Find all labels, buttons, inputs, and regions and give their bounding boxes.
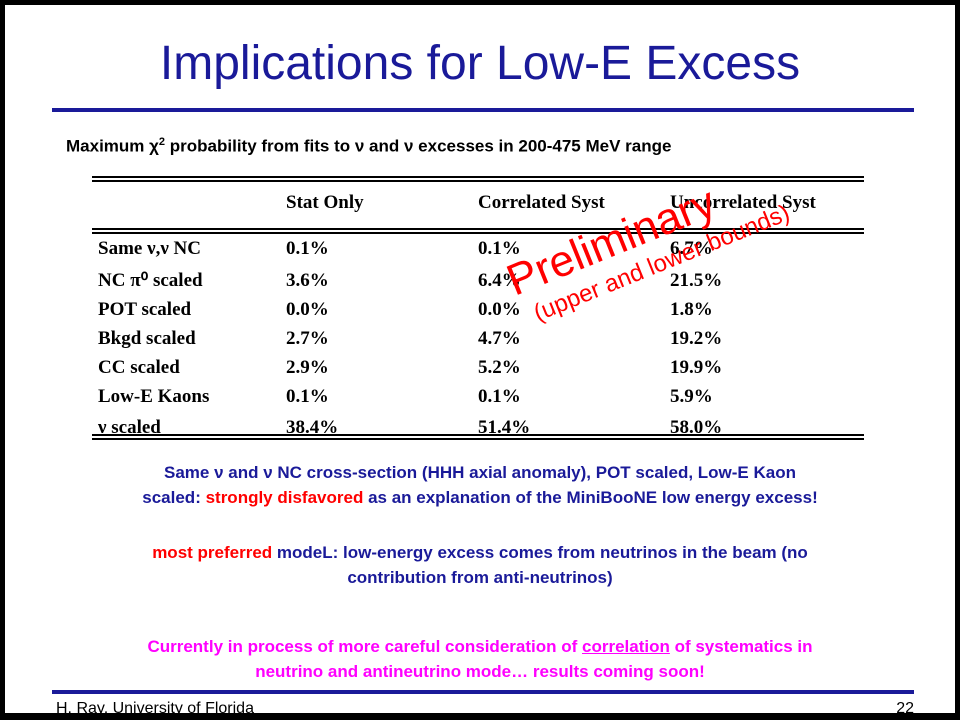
table-row: Bkgd scaled 2.7% 4.7% 19.2%	[92, 324, 864, 353]
table-top-rule	[92, 176, 864, 178]
status-line-2: neutrino and antineutrino mode… results …	[255, 662, 705, 681]
correlation-text: correlation	[582, 637, 670, 656]
status-paragraph: Currently in process of more careful con…	[40, 634, 920, 684]
stat-cell: 38.4%	[286, 417, 339, 438]
header-cell: Uncorrelated Syst	[670, 192, 816, 213]
caption-sup: 2	[158, 136, 166, 148]
status-post: of systematics in	[669, 637, 813, 656]
stat-cell: 3.6%	[286, 269, 329, 291]
uncorr-cell: 21.5%	[670, 269, 723, 291]
frame-bottom	[0, 713, 960, 720]
row-label: Bkgd scaled	[98, 327, 196, 349]
conclusion-post: as an explanation of the MiniBooNE low e…	[363, 488, 818, 507]
conclusion-line-1: Same ν and ν NC cross-section (HHH axial…	[163, 463, 796, 482]
probability-table: Stat Only Correlated Syst Uncorrelated S…	[92, 174, 864, 445]
table-row: Low-E Kaons 0.1% 0.1% 5.9%	[92, 382, 864, 411]
table-header-row: Stat Only Correlated Syst Uncorrelated S…	[92, 174, 864, 232]
preferred-post: modeL: low-energy excess comes from neut…	[272, 543, 808, 562]
corr-cell: 0.1%	[478, 238, 521, 259]
corr-cell: 4.7%	[478, 327, 521, 349]
footer-rule	[52, 690, 914, 694]
table-bottom-rule-2	[92, 438, 864, 440]
row-label: ν scaled	[98, 417, 161, 438]
table-header-rule-2	[92, 232, 864, 234]
conclusion-pre: scaled:	[142, 488, 206, 507]
status-pre: Currently in process of more careful con…	[147, 637, 582, 656]
corr-cell: 5.2%	[478, 356, 521, 378]
stat-cell: 0.1%	[286, 385, 329, 407]
disfavored-text: strongly disfavored	[205, 488, 364, 507]
table-caption: Maximum χ2 probability from fits to ν an…	[66, 136, 671, 157]
header-cell: Stat Only	[286, 192, 364, 213]
preferred-line-1: most preferred modeL: low-energy excess …	[40, 540, 920, 565]
stat-cell: 0.1%	[286, 238, 329, 259]
table-row: POT scaled 0.0% 0.0% 1.8%	[92, 295, 864, 324]
row-label: CC scaled	[98, 356, 180, 378]
preferred-model-paragraph: most preferred modeL: low-energy excess …	[40, 540, 920, 590]
table-top-rule-2	[92, 180, 864, 182]
preferred-text: most preferred	[152, 543, 273, 562]
caption-text-post: probability from fits to ν and ν excesse…	[165, 136, 672, 156]
table-row: CC scaled 2.9% 5.2% 19.9%	[92, 353, 864, 382]
title-rule	[52, 108, 914, 112]
status-line-1: Currently in process of more careful con…	[40, 634, 920, 659]
uncorr-cell: 6.7%	[670, 238, 713, 259]
table-row: NC π⁰ scaled 3.6% 6.4% 21.5%	[92, 266, 864, 295]
row-label: Same ν,ν NC	[98, 238, 201, 259]
slide-title: Implications for Low-E Excess	[159, 37, 801, 90]
uncorr-cell: 1.8%	[670, 298, 713, 320]
stat-cell: 0.0%	[286, 298, 329, 320]
caption-text-pre: Maximum χ	[66, 136, 159, 156]
stat-cell: 2.9%	[286, 356, 329, 378]
row-label: NC π⁰ scaled	[98, 270, 203, 291]
table-row: ν scaled 38.4% 51.4% 58.0%	[92, 411, 864, 445]
corr-cell: 51.4%	[478, 417, 531, 438]
header-cell	[92, 174, 280, 232]
row-label: Low-E Kaons	[98, 385, 210, 407]
uncorr-cell: 19.9%	[670, 356, 723, 378]
table-bottom-rule	[92, 434, 864, 436]
frame-left	[0, 0, 5, 720]
header-cell: Correlated Syst	[478, 192, 605, 213]
preferred-line-2: contribution from anti-neutrinos)	[347, 568, 613, 587]
page-number: 22	[896, 700, 914, 717]
table-row: Same ν,ν NC 0.1% 0.1% 6.7%	[92, 232, 864, 266]
row-label: POT scaled	[98, 298, 192, 320]
uncorr-cell: 19.2%	[670, 327, 723, 349]
corr-cell: 0.1%	[478, 385, 521, 407]
frame-right	[955, 0, 960, 720]
corr-cell: 0.0%	[478, 298, 521, 320]
conclusion-paragraph: Same ν and ν NC cross-section (HHH axial…	[40, 460, 920, 510]
corr-cell: 6.4%	[478, 269, 521, 291]
uncorr-cell: 5.9%	[670, 385, 713, 407]
uncorr-cell: 58.0%	[670, 417, 723, 438]
footer-author: H. Ray, University of Florida	[56, 700, 254, 717]
conclusion-line-2: scaled: strongly disfavored as an explan…	[40, 485, 920, 510]
frame-top	[0, 0, 960, 5]
table-header-rule	[92, 228, 864, 230]
stat-cell: 2.7%	[286, 327, 329, 349]
